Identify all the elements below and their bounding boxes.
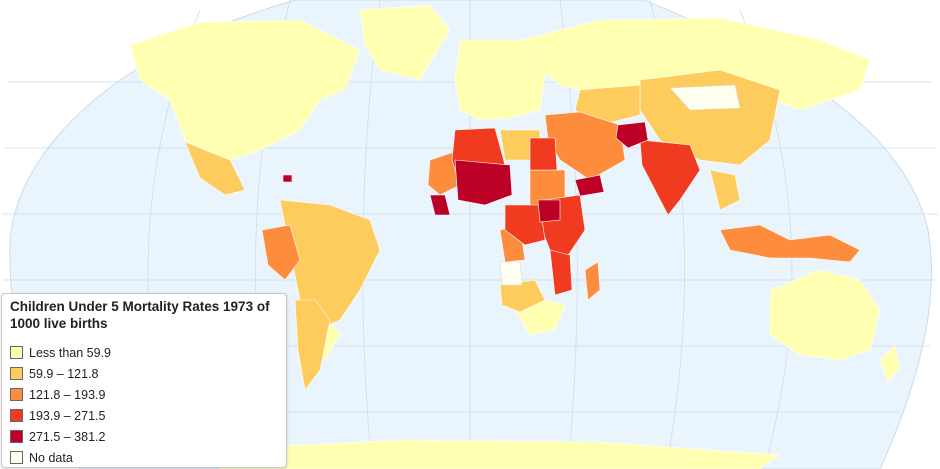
country-southern-africa[interactable]: [499, 279, 546, 313]
legend-item[interactable]: 193.9 – 271.5: [10, 405, 111, 426]
legend-item[interactable]: Less than 59.9: [10, 342, 111, 363]
country-new-zealand[interactable]: [879, 344, 901, 383]
country-afghanistan[interactable]: [615, 121, 649, 149]
country-mexico[interactable]: [184, 141, 246, 196]
legend-item[interactable]: 271.5 – 381.2: [10, 426, 111, 447]
country-canada-usa[interactable]: [129, 19, 361, 161]
map-legend: Children Under 5 Mortality Rates 1973 of…: [1, 293, 287, 468]
country-south-sudan[interactable]: [537, 199, 561, 223]
country-south-america-east[interactable]: [279, 199, 381, 331]
country-haiti[interactable]: [282, 174, 293, 183]
legend-label: 121.8 – 193.9: [29, 387, 106, 402]
countries-271-5-to-381-2: [282, 121, 649, 223]
legend-items: Less than 59.9 59.9 – 121.8 121.8 – 193.…: [10, 342, 111, 468]
legend-swatch: [10, 367, 23, 380]
legend-label: 59.9 – 121.8: [29, 366, 99, 381]
legend-swatch: [10, 346, 23, 359]
country-central-asia[interactable]: [574, 84, 641, 126]
countries-less-than-59-9: [129, 4, 901, 469]
country-egypt[interactable]: [529, 137, 558, 171]
country-yemen[interactable]: [574, 174, 605, 197]
countries-no-data: [499, 84, 741, 286]
country-madagascar[interactable]: [584, 261, 601, 301]
country-mali-niger[interactable]: [454, 159, 513, 206]
country-peru-bolivia[interactable]: [261, 224, 301, 281]
country-russia[interactable]: [519, 17, 871, 111]
legend-label: 193.9 – 271.5: [29, 408, 106, 423]
country-greenland[interactable]: [359, 4, 451, 81]
country-angola-region[interactable]: [499, 261, 523, 286]
country-mozambique[interactable]: [549, 249, 573, 296]
legend-label: Less than 59.9: [29, 345, 112, 360]
legend-swatch: [10, 451, 23, 464]
countries-121-8-to-193-9: [261, 111, 861, 301]
country-antarctica[interactable]: [199, 439, 781, 469]
legend-label: 271.5 – 381.2: [29, 429, 106, 444]
country-argentina[interactable]: [294, 299, 331, 391]
legend-item[interactable]: 121.8 – 193.9: [10, 384, 111, 405]
legend-title: Children Under 5 Mortality Rates 1973 of…: [10, 299, 270, 331]
legend-swatch: [10, 388, 23, 401]
country-europe[interactable]: [454, 39, 546, 121]
country-southeast-asia[interactable]: [709, 169, 741, 211]
country-indonesia[interactable]: [719, 224, 861, 263]
country-india[interactable]: [639, 139, 701, 216]
legend-swatch: [10, 409, 23, 422]
country-central-africa[interactable]: [504, 204, 546, 246]
country-australia[interactable]: [769, 269, 881, 361]
legend-swatch: [10, 430, 23, 443]
legend-item[interactable]: 59.9 – 121.8: [10, 363, 111, 384]
legend-label: No data: [29, 450, 73, 465]
country-west-africa-coast[interactable]: [429, 194, 451, 216]
legend-item[interactable]: No data: [10, 447, 111, 468]
country-mongolia[interactable]: [669, 84, 741, 111]
